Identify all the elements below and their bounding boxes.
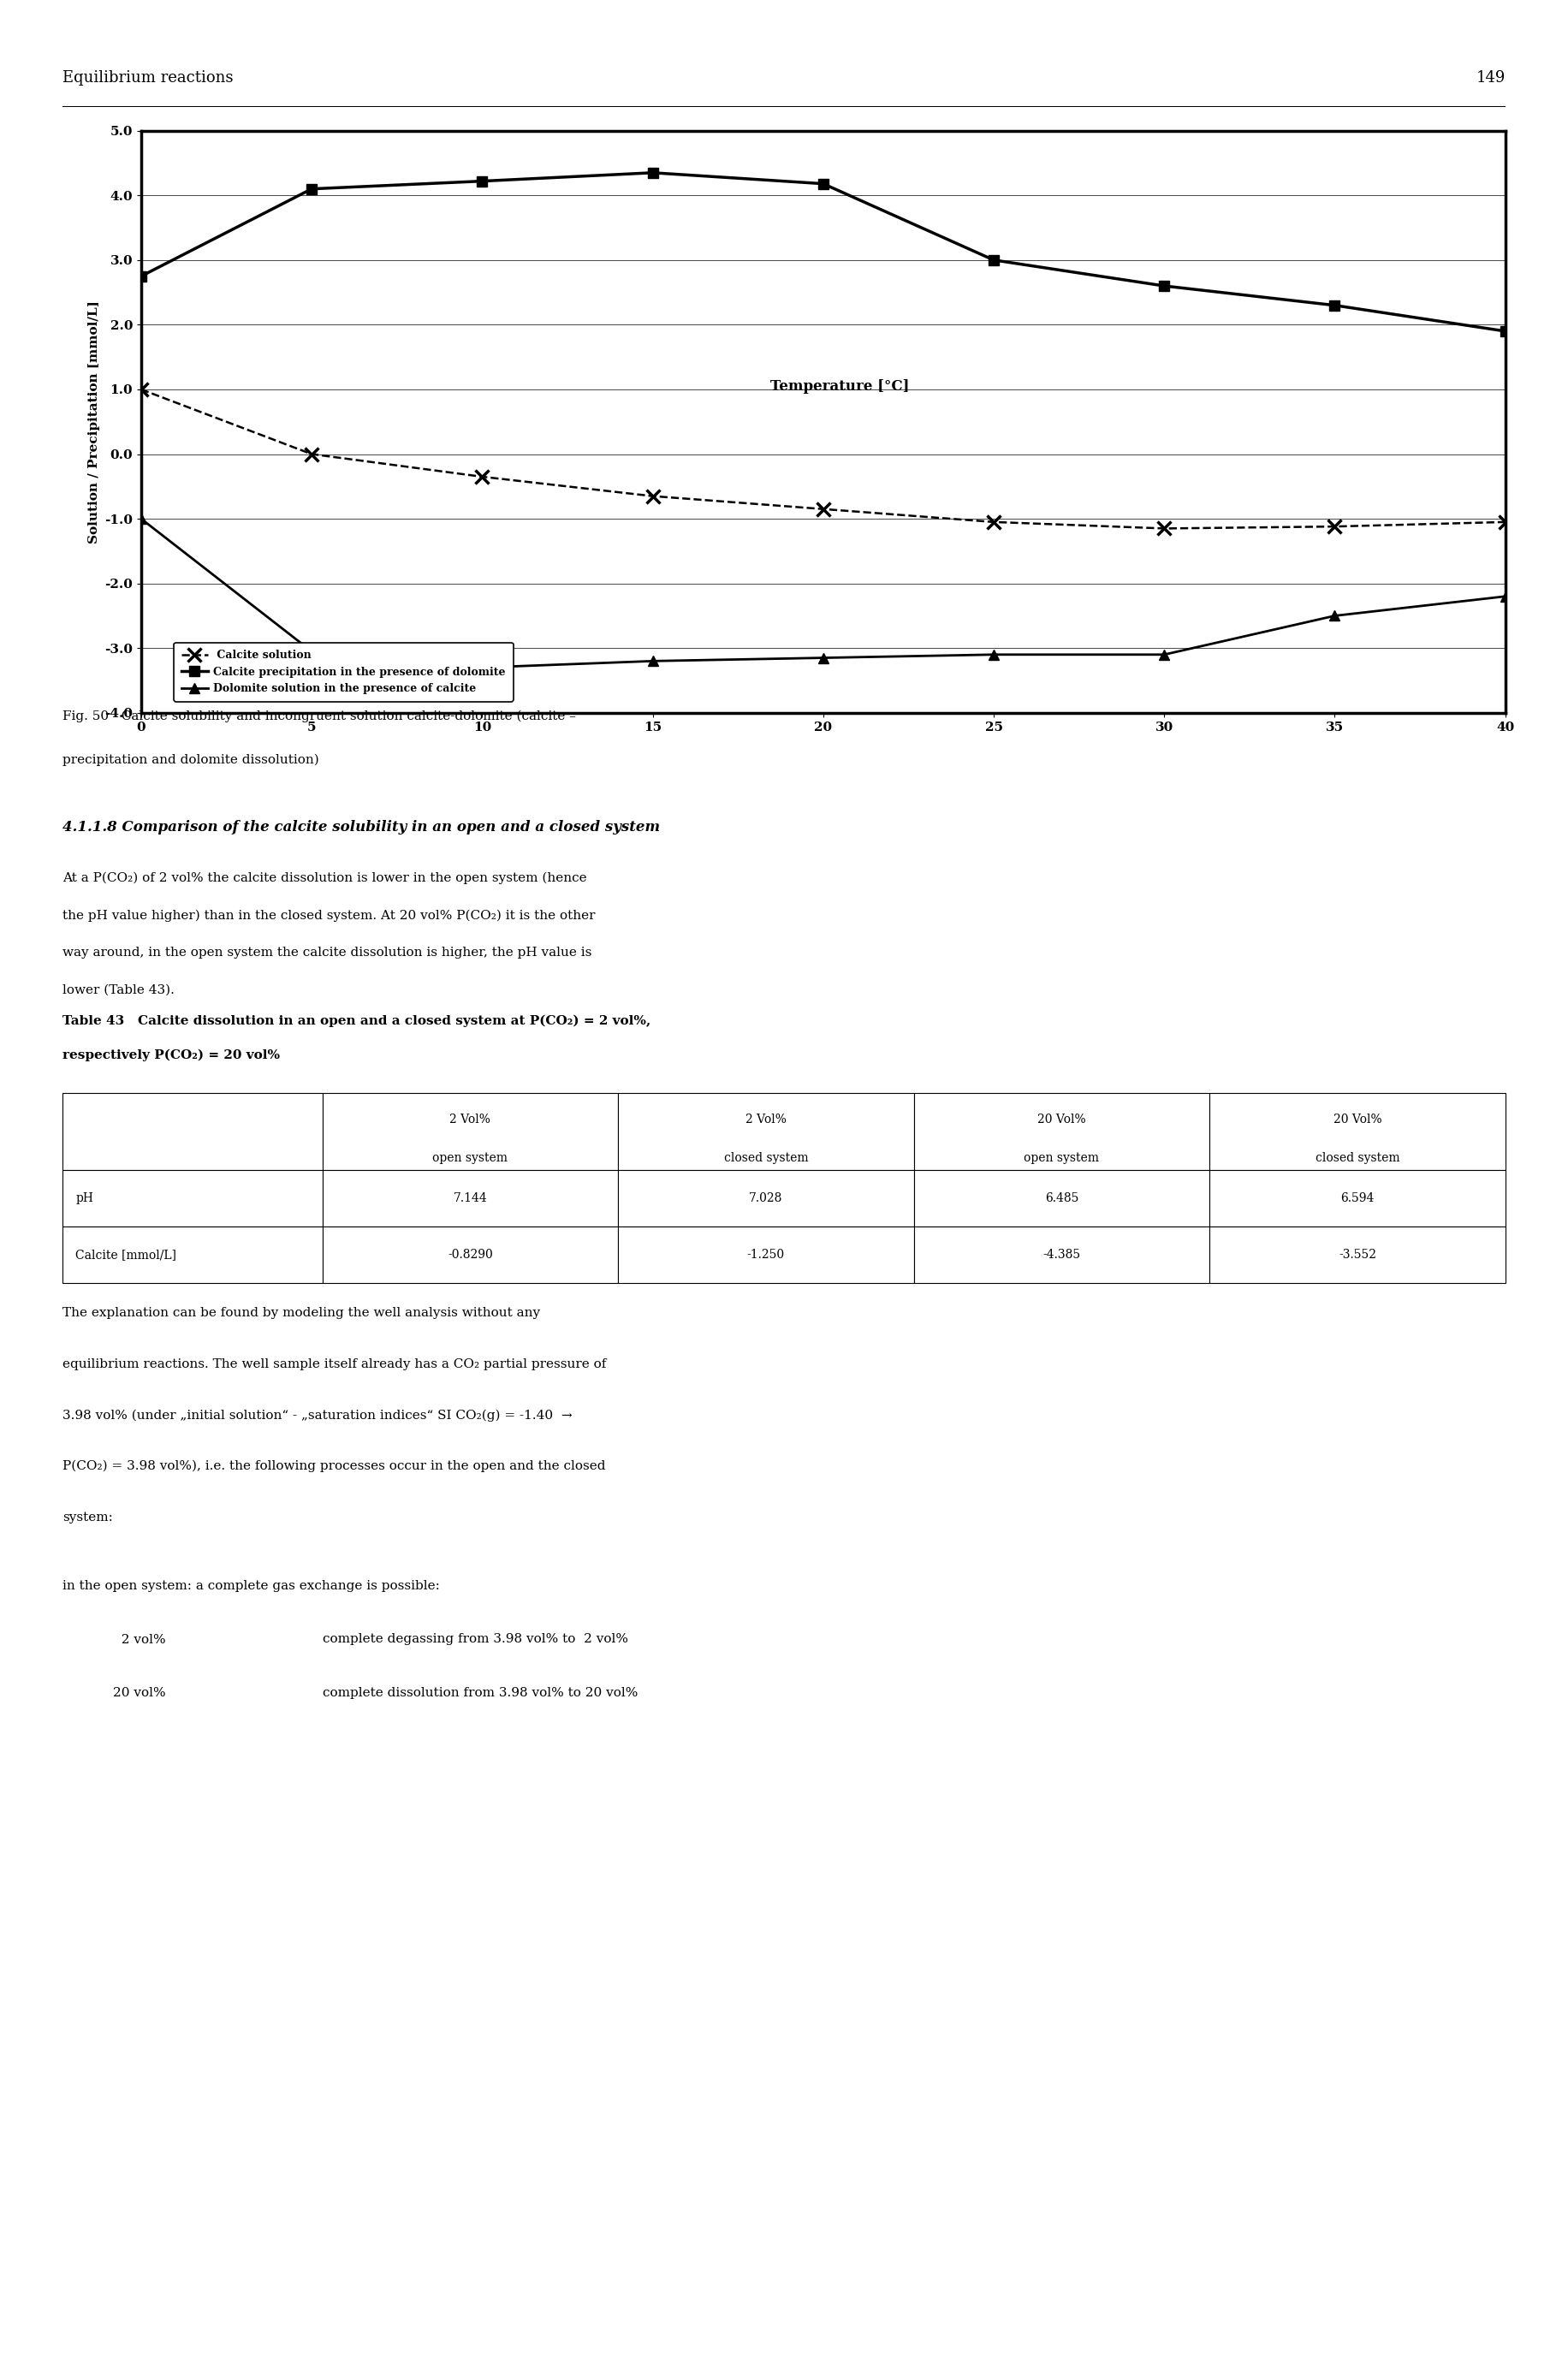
Text: Temperature [°C]: Temperature [°C]: [771, 378, 909, 394]
Calcite precipitation in the presence of dolomite: [814, 169, 833, 197]
Text: 20 Vol%: 20 Vol%: [1333, 1114, 1381, 1126]
FancyBboxPatch shape: [323, 1093, 618, 1169]
Text: 20 vol%: 20 vol%: [113, 1687, 166, 1699]
Dolomite solution in the presence of calcite: [303, 637, 321, 665]
Text: At a P(CO₂) of 2 vol% the calcite dissolution is lower in the open system (hence: At a P(CO₂) of 2 vol% the calcite dissol…: [63, 872, 586, 884]
FancyBboxPatch shape: [914, 1226, 1209, 1283]
 Calcite solution: [814, 494, 833, 523]
Dolomite solution in the presence of calcite: [1325, 601, 1344, 630]
Text: 149: 149: [1475, 71, 1505, 86]
Dolomite solution in the presence of calcite: [1154, 642, 1173, 670]
 Calcite solution: [132, 375, 151, 404]
Dolomite solution in the presence of calcite: [474, 653, 492, 682]
Text: pH: pH: [75, 1193, 94, 1205]
Text: lower (Table 43).: lower (Table 43).: [63, 984, 174, 996]
Dolomite solution in the presence of calcite: [132, 504, 151, 532]
FancyBboxPatch shape: [618, 1169, 914, 1226]
Text: -0.8290: -0.8290: [448, 1247, 492, 1262]
Text: precipitation and dolomite dissolution): precipitation and dolomite dissolution): [63, 753, 320, 765]
Text: -4.385: -4.385: [1043, 1247, 1080, 1262]
Text: respectively P(CO₂) = 20 vol%: respectively P(CO₂) = 20 vol%: [63, 1048, 281, 1062]
FancyBboxPatch shape: [1209, 1093, 1505, 1169]
FancyBboxPatch shape: [323, 1226, 618, 1283]
FancyBboxPatch shape: [618, 1226, 914, 1283]
FancyBboxPatch shape: [1209, 1169, 1505, 1226]
FancyBboxPatch shape: [914, 1093, 1209, 1169]
Text: 7.028: 7.028: [750, 1193, 782, 1205]
Text: 2 Vol%: 2 Vol%: [745, 1114, 787, 1126]
FancyBboxPatch shape: [914, 1169, 1209, 1226]
Calcite precipitation in the presence of dolomite: [1496, 316, 1515, 345]
Line: Dolomite solution in the presence of calcite: Dolomite solution in the presence of cal…: [136, 513, 1510, 672]
 Calcite solution: [303, 440, 321, 468]
Text: closed system: closed system: [1316, 1152, 1400, 1164]
 Calcite solution: [985, 508, 1004, 537]
Text: the pH value higher) than in the closed system. At 20 vol% P(CO₂) it is the othe: the pH value higher) than in the closed …: [63, 910, 596, 922]
Text: 7.144: 7.144: [453, 1193, 488, 1205]
Calcite precipitation in the presence of dolomite: [1154, 271, 1173, 299]
Calcite precipitation in the presence of dolomite: [985, 245, 1004, 273]
Text: closed system: closed system: [724, 1152, 808, 1164]
Text: system:: system:: [63, 1511, 113, 1523]
 Calcite solution: [1154, 513, 1173, 542]
Calcite precipitation in the presence of dolomite: [1325, 292, 1344, 321]
Text: 3.98 vol% (under „initial solution“ - „saturation indices“ SI CO₂(g) = -1.40  →: 3.98 vol% (under „initial solution“ - „s…: [63, 1409, 572, 1421]
Calcite precipitation in the presence of dolomite: [303, 176, 321, 204]
Text: Calcite [mmol/L]: Calcite [mmol/L]: [75, 1247, 177, 1262]
Text: 4.1.1.8 Comparison of the calcite solubility in an open and a closed system: 4.1.1.8 Comparison of the calcite solubi…: [63, 820, 660, 834]
Dolomite solution in the presence of calcite: [1496, 582, 1515, 611]
Dolomite solution in the presence of calcite: [985, 642, 1004, 670]
Y-axis label: Solution / Precipitation [mmol/L]: Solution / Precipitation [mmol/L]: [88, 299, 100, 544]
 Calcite solution: [1325, 513, 1344, 542]
 Calcite solution: [1496, 508, 1515, 537]
Text: Fig. 50   Calcite solubility and incongruent solution calcite-dolomite (calcite : Fig. 50 Calcite solubility and incongrue…: [63, 710, 575, 722]
Calcite precipitation in the presence of dolomite: [643, 159, 662, 188]
Text: complete dissolution from 3.98 vol% to 20 vol%: complete dissolution from 3.98 vol% to 2…: [323, 1687, 638, 1699]
Text: 2 Vol%: 2 Vol%: [450, 1114, 491, 1126]
FancyBboxPatch shape: [63, 1093, 323, 1169]
Line:  Calcite solution: Calcite solution: [135, 383, 1512, 535]
Text: The explanation can be found by modeling the well analysis without any: The explanation can be found by modeling…: [63, 1307, 541, 1319]
Text: open system: open system: [433, 1152, 508, 1164]
Text: P(CO₂) = 3.98 vol%), i.e. the following processes occur in the open and the clos: P(CO₂) = 3.98 vol%), i.e. the following …: [63, 1461, 605, 1473]
Text: 20 Vol%: 20 Vol%: [1038, 1114, 1087, 1126]
Text: -1.250: -1.250: [746, 1247, 786, 1262]
Calcite precipitation in the presence of dolomite: [474, 166, 492, 195]
Legend:  Calcite solution, Calcite precipitation in the presence of dolomite, Dolomite s: Calcite solution, Calcite precipitation …: [174, 642, 513, 701]
Text: -3.552: -3.552: [1339, 1247, 1377, 1262]
Text: Table 43   Calcite dissolution in an open and a closed system at P(CO₂) = 2 vol%: Table 43 Calcite dissolution in an open …: [63, 1015, 651, 1026]
Text: 6.485: 6.485: [1044, 1193, 1079, 1205]
Text: complete degassing from 3.98 vol% to  2 vol%: complete degassing from 3.98 vol% to 2 v…: [323, 1635, 627, 1647]
Text: open system: open system: [1024, 1152, 1099, 1164]
Dolomite solution in the presence of calcite: [814, 644, 833, 672]
Text: Equilibrium reactions: Equilibrium reactions: [63, 71, 234, 86]
Text: equilibrium reactions. The well sample itself already has a CO₂ partial pressure: equilibrium reactions. The well sample i…: [63, 1359, 607, 1371]
Line: Calcite precipitation in the presence of dolomite: Calcite precipitation in the presence of…: [136, 166, 1510, 337]
 Calcite solution: [474, 463, 492, 492]
FancyBboxPatch shape: [323, 1169, 618, 1226]
FancyBboxPatch shape: [63, 1226, 323, 1283]
FancyBboxPatch shape: [1209, 1226, 1505, 1283]
FancyBboxPatch shape: [618, 1093, 914, 1169]
 Calcite solution: [643, 482, 662, 511]
Dolomite solution in the presence of calcite: [643, 646, 662, 675]
Text: in the open system: a complete gas exchange is possible:: in the open system: a complete gas excha…: [63, 1580, 441, 1592]
Text: 2 vol%: 2 vol%: [113, 1635, 166, 1647]
Calcite precipitation in the presence of dolomite: [132, 261, 151, 290]
FancyBboxPatch shape: [63, 1169, 323, 1226]
Text: way around, in the open system the calcite dissolution is higher, the pH value i: way around, in the open system the calci…: [63, 946, 593, 958]
Text: 6.594: 6.594: [1341, 1193, 1374, 1205]
